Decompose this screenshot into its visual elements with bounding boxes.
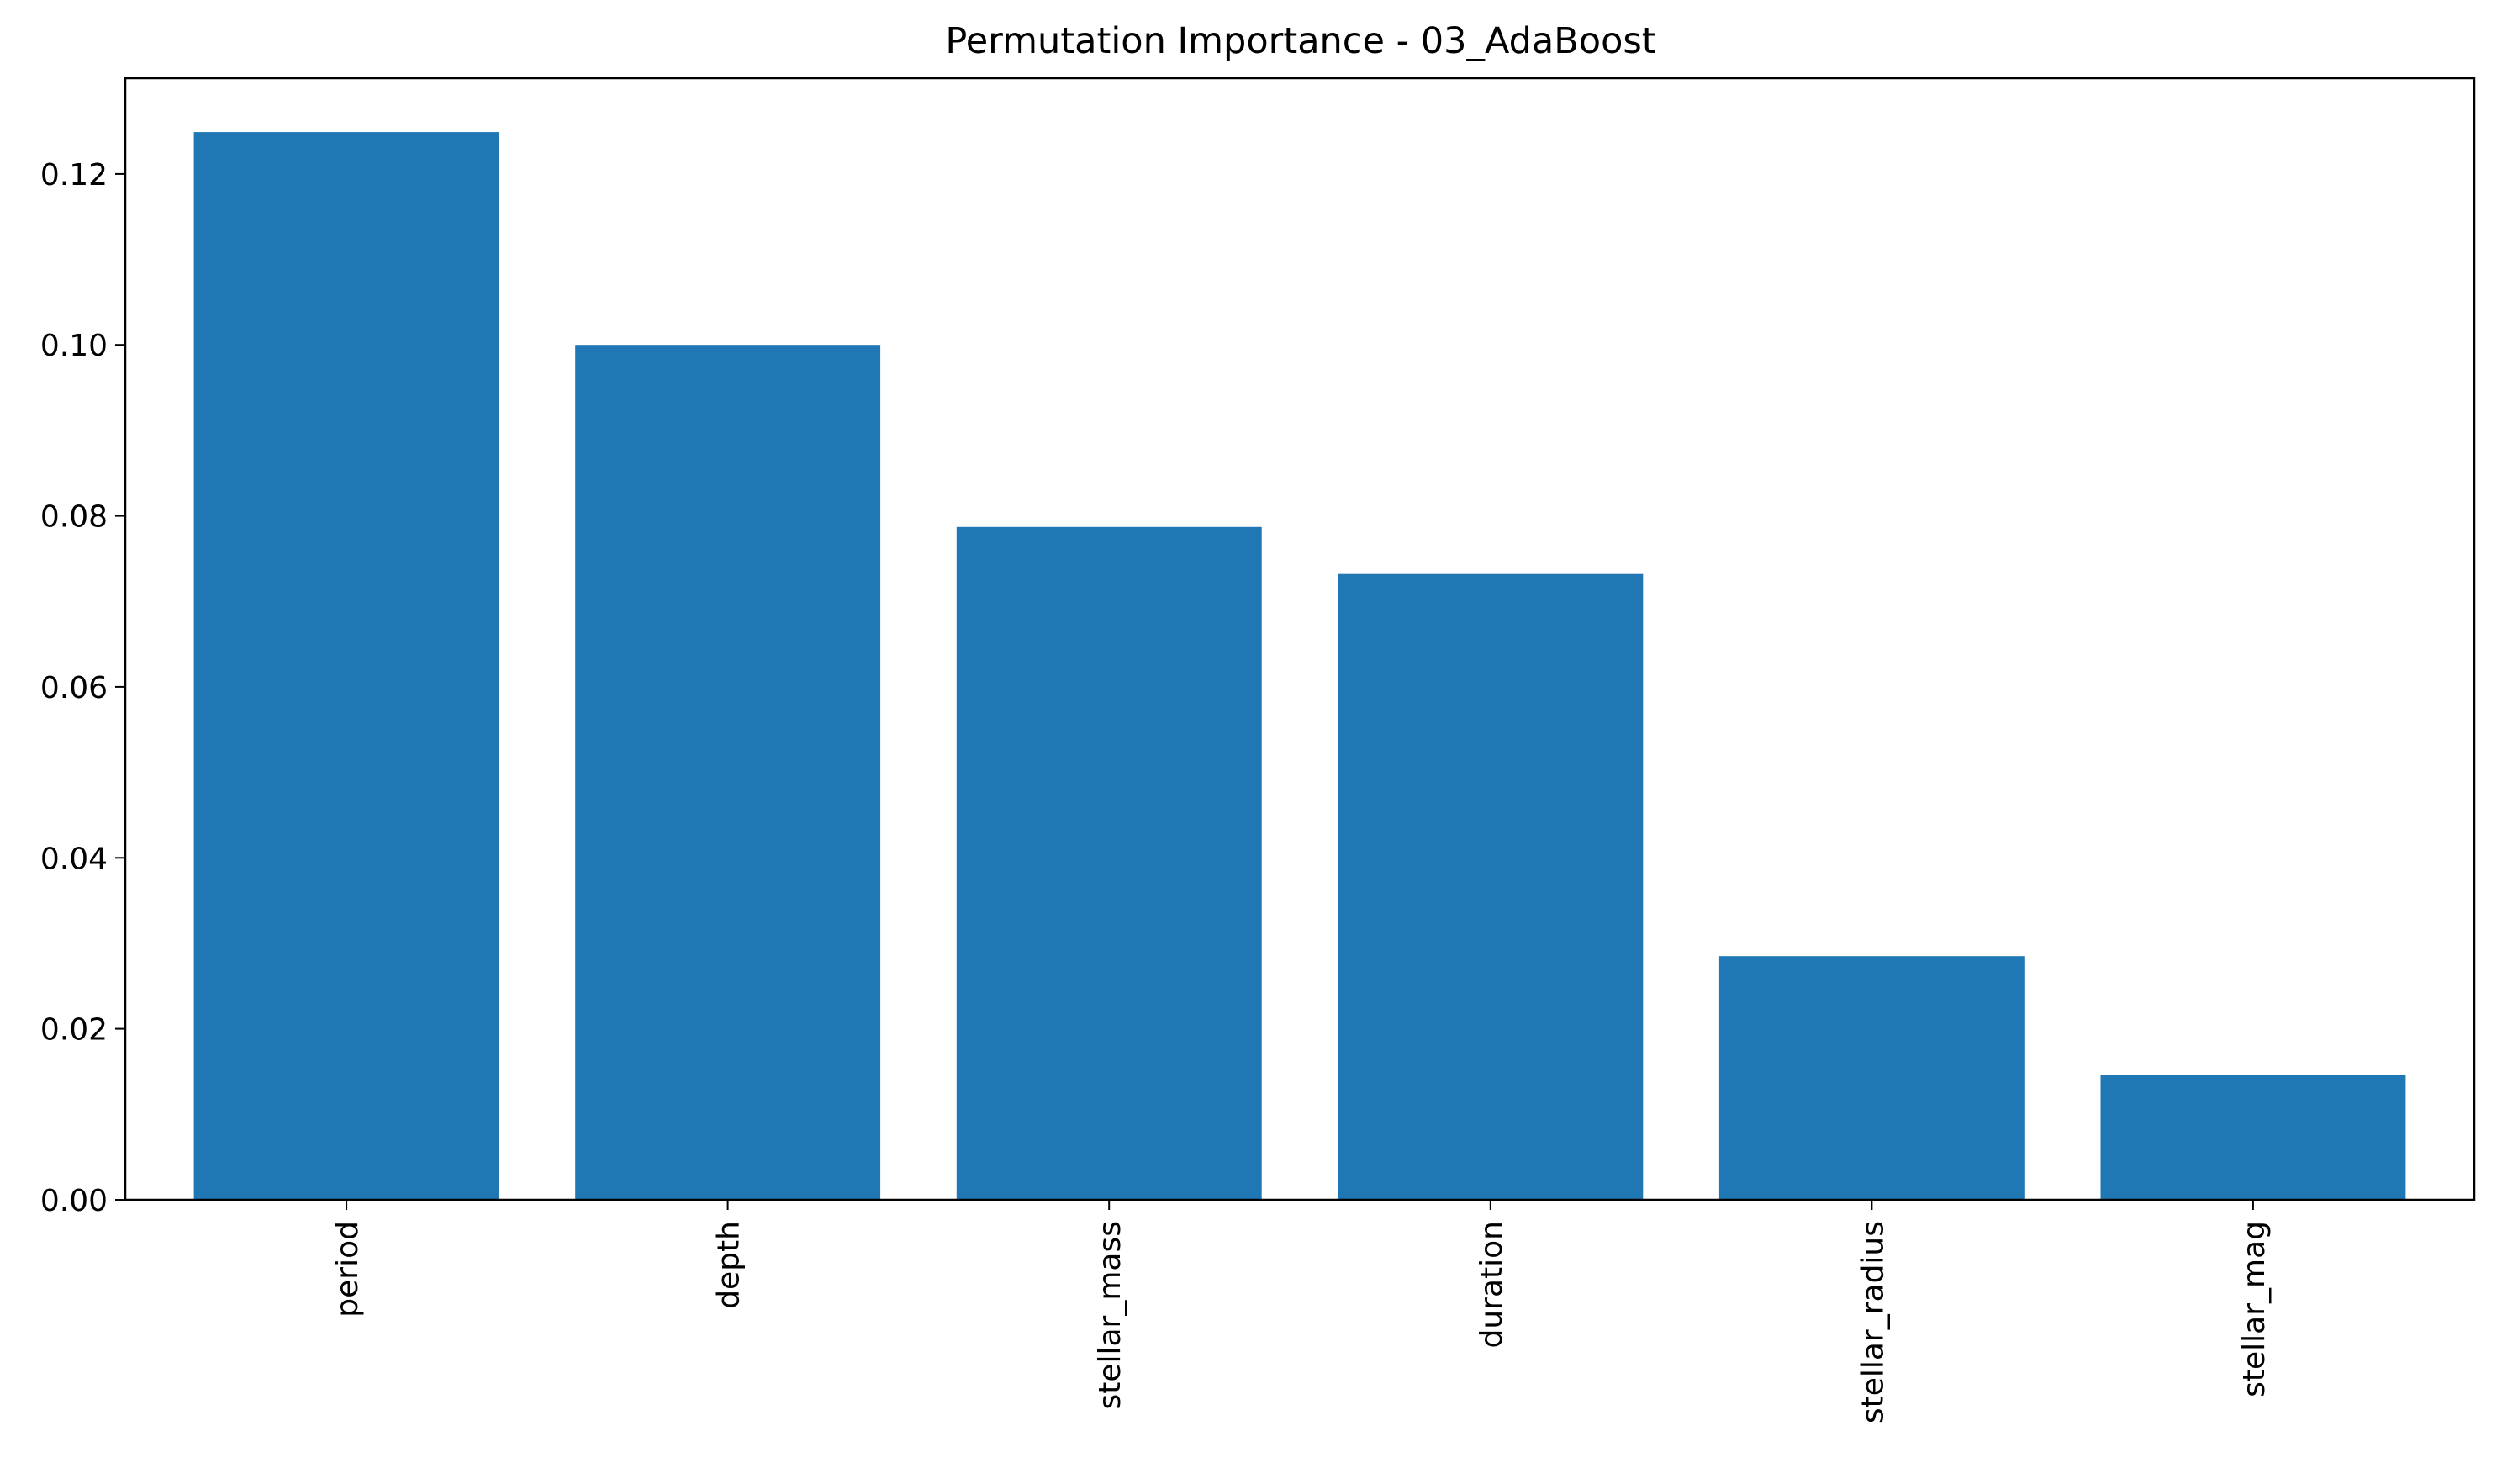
y-tick-label: 0.08 — [40, 500, 108, 535]
x-tick-label: stellar_radius — [1856, 1221, 1890, 1423]
y-tick-label: 0.00 — [40, 1184, 108, 1218]
x-tick-label: period — [330, 1221, 365, 1318]
bar-depth — [575, 345, 881, 1200]
x-tick-label: stellar_mass — [1093, 1221, 1127, 1410]
axes-frame — [124, 77, 2476, 1201]
y-tick-label: 0.02 — [40, 1013, 108, 1048]
bar-period — [193, 132, 499, 1201]
plot-area: period depth stellar_mass duration stellar_r… — [40, 77, 2476, 1423]
bar-duration — [1338, 573, 1644, 1200]
y-tick-label: 0.06 — [40, 671, 108, 705]
bar-stellar-mag — [2100, 1075, 2406, 1200]
x-tick-label: duration — [1475, 1221, 1509, 1349]
x-tick-label: depth — [712, 1221, 747, 1309]
chart-title: Permutation Importance - 03_AdaBoost — [945, 20, 1655, 62]
y-tick-label: 0.12 — [40, 158, 108, 193]
y-tick-label: 0.10 — [40, 329, 108, 363]
bar-stellar-mass — [956, 526, 1262, 1200]
x-tick-label: stellar_mag — [2237, 1221, 2272, 1397]
y-tick-label: 0.04 — [40, 842, 108, 876]
bar-stellar-radius — [1718, 956, 2025, 1200]
